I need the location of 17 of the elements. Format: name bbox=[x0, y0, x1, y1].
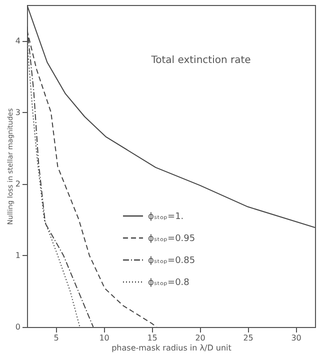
x-tick-label: 10 bbox=[99, 334, 110, 342]
text: Total extinction rate bbox=[150, 55, 251, 66]
x-tick-label: 20 bbox=[195, 334, 206, 342]
x-axis-title: phase-mask radius in λ/D unit bbox=[112, 344, 232, 352]
legend-label: ϕₛₜₒₚ=0.85 bbox=[148, 256, 196, 266]
x-tick-label: 25 bbox=[243, 334, 254, 342]
y-tick-label: 3 bbox=[15, 108, 20, 117]
legend-label: ϕₛₜₒₚ=1. bbox=[148, 212, 184, 222]
legend-label: ϕₛₜₒₚ=0.95 bbox=[148, 234, 196, 244]
x-tick-label: 30 bbox=[291, 334, 302, 342]
x-tick-label: 5 bbox=[54, 334, 59, 342]
y-tick-label: 0 bbox=[15, 322, 20, 332]
y-tick-label: 2 bbox=[15, 179, 20, 188]
legend-label: ϕₛₜₒₚ=0.8 bbox=[148, 278, 190, 288]
y-tick-label: 4 bbox=[15, 36, 20, 46]
y-tick-label: 1 bbox=[15, 250, 20, 260]
x-tick-label: 15 bbox=[147, 334, 158, 342]
